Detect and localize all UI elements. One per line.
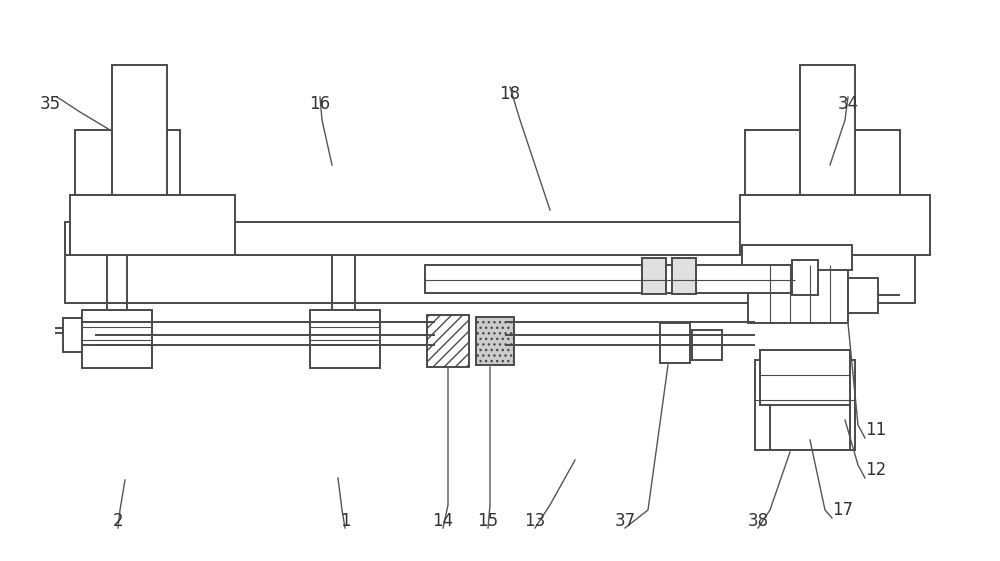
Bar bbox=[63, 318, 95, 352]
Text: 34: 34 bbox=[837, 95, 859, 113]
Bar bbox=[70, 195, 235, 255]
Text: 17: 17 bbox=[832, 501, 853, 519]
Bar bbox=[660, 323, 690, 363]
Bar bbox=[672, 258, 696, 294]
Bar bbox=[427, 315, 469, 367]
Bar bbox=[425, 265, 795, 293]
Text: 11: 11 bbox=[865, 421, 886, 439]
Bar bbox=[65, 222, 915, 255]
Text: 15: 15 bbox=[477, 512, 499, 530]
Bar bbox=[792, 260, 818, 295]
Bar bbox=[806, 258, 820, 270]
Bar bbox=[82, 310, 152, 368]
Text: 38: 38 bbox=[747, 512, 769, 530]
Text: 13: 13 bbox=[524, 512, 546, 530]
Bar bbox=[785, 258, 799, 270]
Bar bbox=[745, 130, 900, 195]
Bar bbox=[642, 258, 666, 294]
Text: 18: 18 bbox=[499, 85, 521, 103]
Bar bbox=[740, 195, 930, 255]
Bar bbox=[310, 310, 380, 368]
Bar bbox=[112, 65, 167, 195]
Bar bbox=[65, 255, 915, 303]
Bar bbox=[742, 245, 852, 270]
Bar bbox=[692, 330, 722, 360]
Text: 16: 16 bbox=[309, 95, 331, 113]
Bar bbox=[760, 350, 850, 405]
Text: 14: 14 bbox=[432, 512, 454, 530]
Text: 37: 37 bbox=[614, 512, 636, 530]
Bar bbox=[848, 278, 878, 313]
Bar bbox=[476, 317, 514, 365]
Bar bbox=[770, 400, 850, 450]
Bar bbox=[755, 360, 855, 450]
Text: 1: 1 bbox=[340, 512, 350, 530]
Text: 35: 35 bbox=[39, 95, 61, 113]
Text: 2: 2 bbox=[113, 512, 123, 530]
Bar bbox=[75, 130, 180, 195]
Bar bbox=[800, 65, 855, 195]
Bar bbox=[764, 258, 778, 270]
Text: 12: 12 bbox=[865, 461, 886, 479]
Bar bbox=[748, 265, 848, 323]
